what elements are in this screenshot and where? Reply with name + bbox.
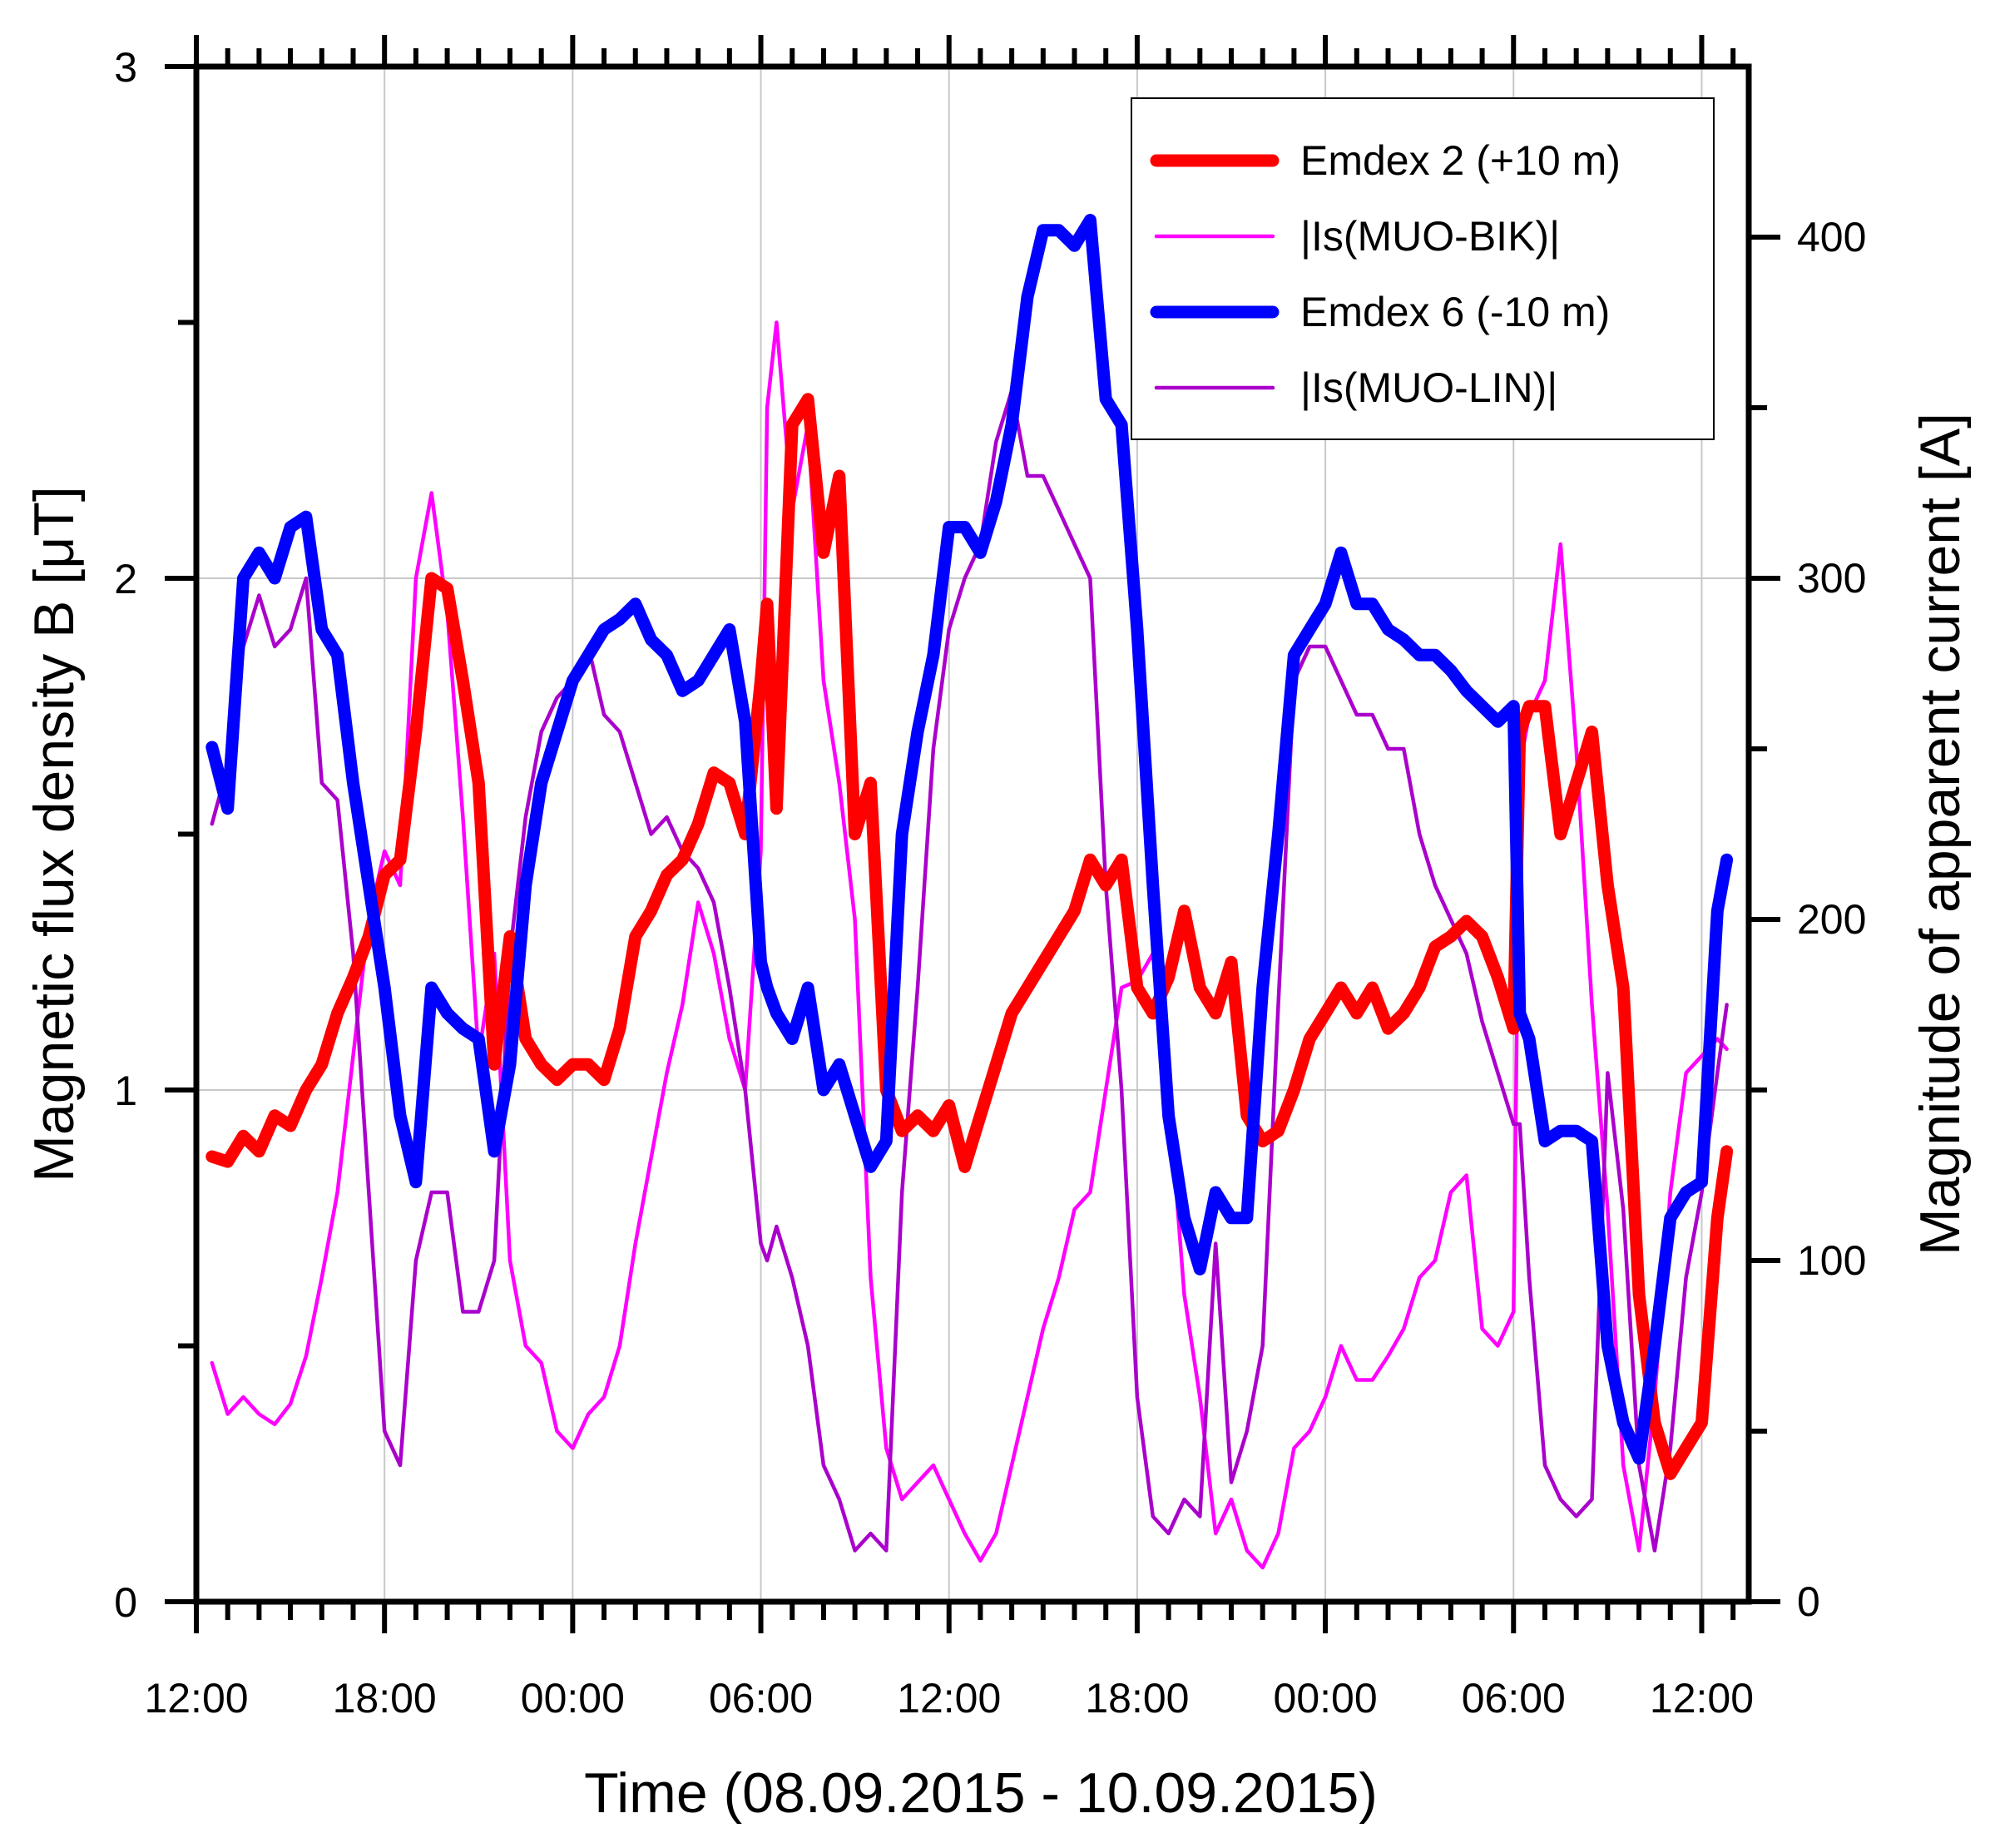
x-tick-label: 18:00	[1085, 1675, 1189, 1722]
y-left-tick-label: 3	[114, 44, 137, 91]
y-right-tick-label: 400	[1797, 214, 1866, 260]
y-right-tick-label: 100	[1797, 1237, 1866, 1284]
y-left-tick-label: 1	[114, 1068, 137, 1114]
series-layer	[205, 214, 1734, 1570]
legend: Emdex 2 (+10 m) |Is(MUO-BIK)| Emdex 6 (-10…	[1131, 97, 1715, 440]
x-axis-title: Time (08.09.2015 - 10.09.2015)	[584, 1761, 1378, 1825]
y-left-tick-label: 0	[114, 1579, 137, 1626]
series-line-1	[210, 320, 1729, 1570]
y-left-tick-label: 2	[114, 556, 137, 602]
x-tick-label: 12:00	[897, 1675, 1001, 1722]
y-right-tick-label: 300	[1797, 555, 1866, 602]
y-right-tick-label: 0	[1797, 1578, 1820, 1625]
x-tick-label: 06:00	[709, 1675, 813, 1722]
x-tick-label: 00:00	[1274, 1675, 1378, 1722]
y-right-tick-label: 200	[1797, 896, 1866, 943]
legend-label: |Is(MUO-BIK)|	[1300, 213, 1560, 260]
axis-ticks	[165, 35, 1780, 1633]
x-tick-label: 12:00	[144, 1675, 248, 1722]
legend-label: Emdex 2 (+10 m)	[1300, 137, 1621, 184]
y-left-tick-labels: 0 1 2 3	[114, 44, 137, 1626]
legend-label: Emdex 6 (-10 m)	[1300, 289, 1610, 335]
series-line-2	[205, 214, 1734, 1465]
y-left-axis-title: Magnetic flux density B [μT]	[22, 486, 86, 1182]
series-line-3	[210, 389, 1729, 1553]
x-tick-label: 00:00	[521, 1675, 625, 1722]
y-right-tick-labels: 0 100 200 300 400	[1797, 214, 1866, 1625]
x-tick-label: 06:00	[1462, 1675, 1566, 1722]
x-tick-label: 18:00	[333, 1675, 437, 1722]
x-tick-labels: 12:00 18:00 00:00 06:00 12:00 18:00 00:00 06:00…	[144, 1675, 1754, 1722]
series-line-0	[205, 393, 1734, 1480]
legend-label: |Is(MUO-LIN)|	[1300, 364, 1557, 411]
x-tick-label: 12:00	[1650, 1675, 1754, 1722]
y-right-axis-title: Magnitude of apparent current [A]	[1908, 413, 1972, 1256]
